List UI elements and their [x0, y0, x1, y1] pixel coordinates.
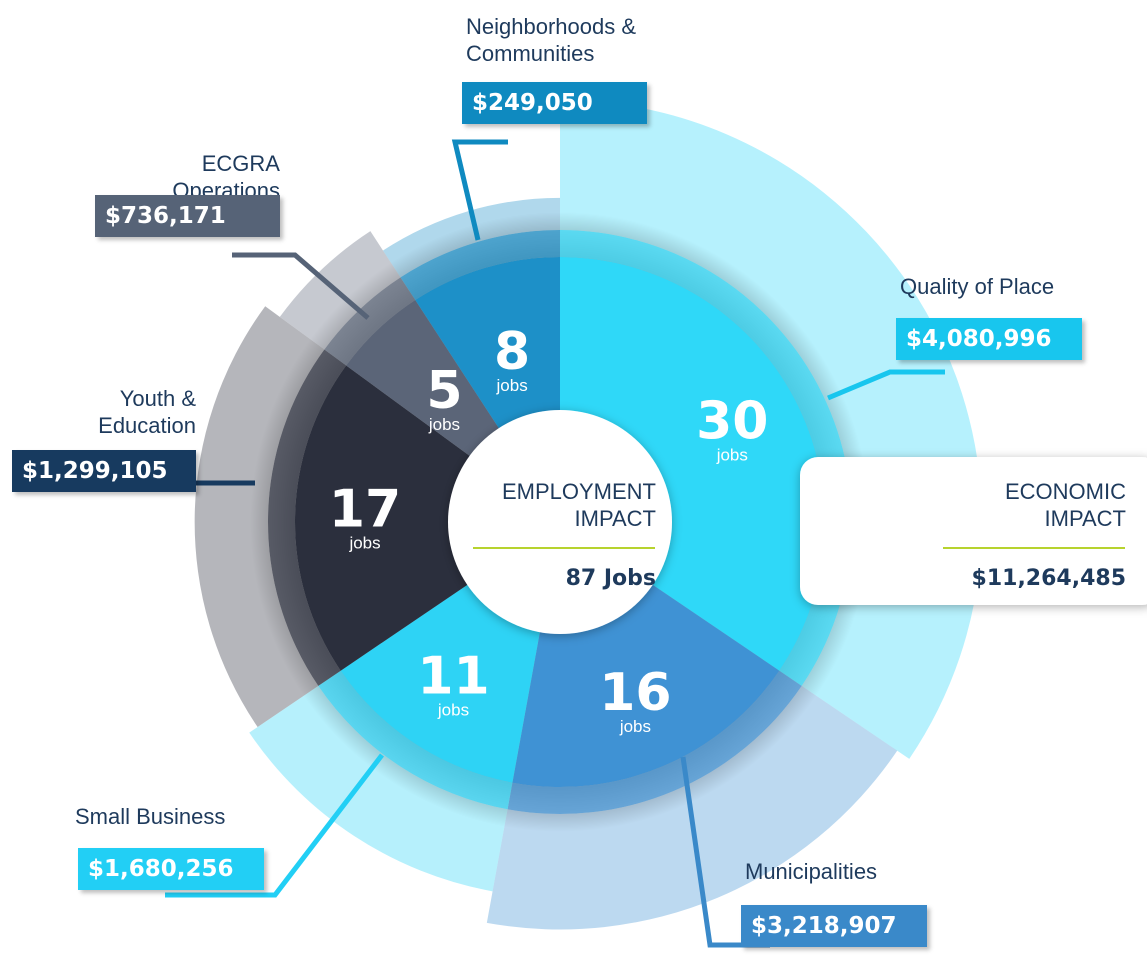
category-label: Neighborhoods & Communities — [466, 14, 637, 66]
job-unit: jobs — [428, 415, 460, 434]
job-unit: jobs — [496, 376, 528, 395]
ring-segment — [400, 230, 560, 301]
job-count: 16 — [599, 663, 671, 723]
amount-label: $1,680,256 — [78, 848, 264, 890]
ring-segment — [560, 230, 852, 686]
economic-panel — [800, 457, 1147, 605]
ring-segment — [324, 277, 416, 366]
job-count: 8 — [494, 322, 530, 382]
slice — [295, 365, 560, 671]
amount-wedge — [279, 231, 401, 350]
amount-label: $1,299,105 — [12, 450, 196, 492]
category-label: Youth & Education — [98, 386, 196, 438]
job-count: 5 — [426, 361, 462, 421]
amount-label: $249,050 — [462, 82, 647, 124]
center-title: EMPLOYMENT IMPACT — [501, 479, 656, 531]
job-unit: jobs — [437, 700, 469, 719]
slice — [560, 257, 825, 671]
ring-segment — [507, 670, 802, 814]
leader-lines — [148, 139, 945, 948]
amount-wedge — [249, 685, 508, 892]
job-unit: jobs — [619, 717, 651, 736]
job-unit: jobs — [348, 533, 380, 552]
job-count: 11 — [417, 646, 489, 706]
category-label: Quality of Place — [900, 274, 1055, 299]
amount-label: $3,218,907 — [741, 905, 927, 947]
center-circle — [448, 410, 672, 634]
side-title: ECONOMIC IMPACT — [1005, 479, 1126, 531]
ring-segment — [318, 670, 513, 810]
ring-segment — [268, 349, 347, 686]
amount-label: $4,080,996 — [896, 318, 1082, 360]
side-label: $11,264,485 — [971, 566, 1126, 591]
amount-label: $736,171 — [95, 195, 280, 237]
job-count: 17 — [329, 479, 401, 539]
category-label: Small Business — [75, 804, 226, 829]
center-label: 87 Jobs — [565, 566, 656, 591]
job-count: 30 — [696, 392, 768, 452]
category-label: Municipalities — [745, 859, 878, 884]
job-unit: jobs — [716, 446, 748, 465]
